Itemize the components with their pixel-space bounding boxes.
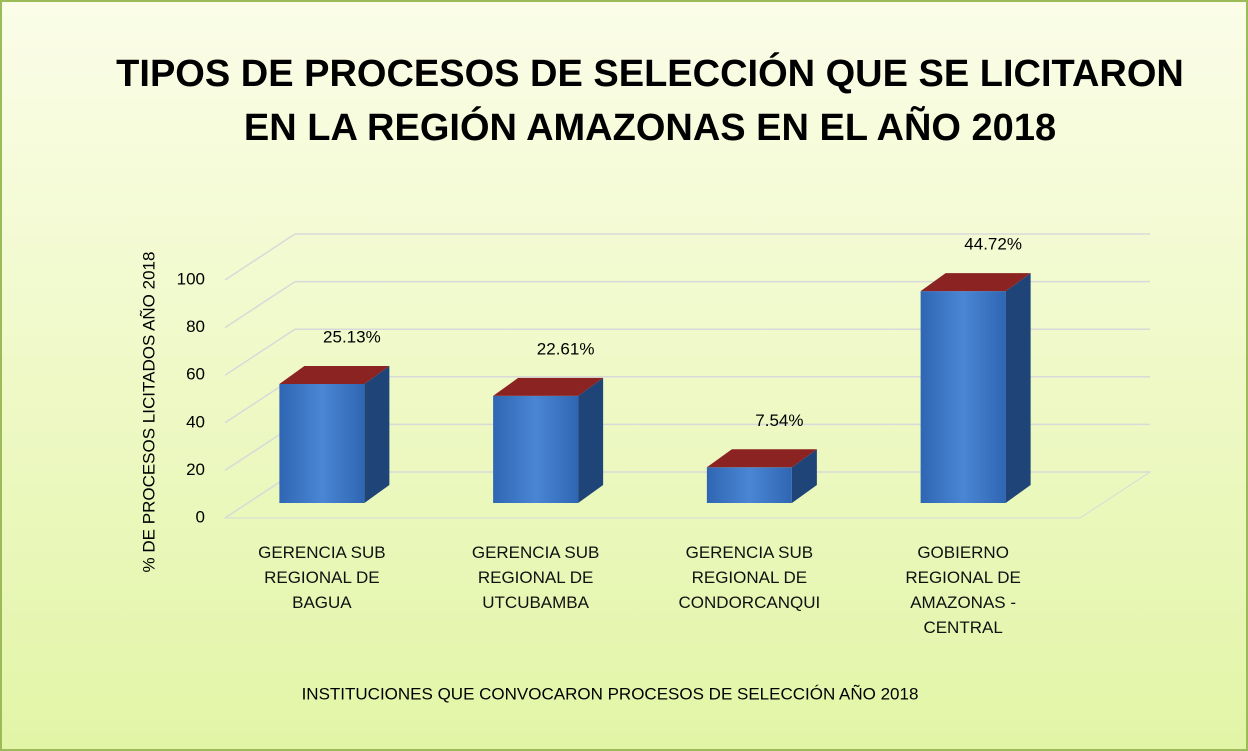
x-tick-label: GOBIERNO REGIONAL DE AMAZONAS - CENTRAL: [905, 543, 1021, 637]
bar-side: [578, 377, 604, 503]
x-tick-label: GERENCIA SUB REGIONAL DE CONDORCANQUI: [678, 543, 821, 612]
bar-front: [706, 467, 792, 503]
bar-side: [1005, 273, 1031, 503]
y-tick-label: 0: [196, 507, 205, 526]
y-tick-label: 40: [186, 412, 205, 431]
grid-line: [224, 233, 1150, 281]
bar-front: [279, 384, 365, 503]
bar-front: [493, 395, 579, 503]
y-axis-title: % DE PROCESOS LICITADOS AÑO 2018: [139, 252, 158, 573]
y-tick-label: 20: [186, 460, 205, 479]
y-tick-label: 60: [186, 365, 205, 384]
data-label: 22.61%: [537, 339, 595, 358]
y-tick-label: 100: [177, 269, 205, 288]
bar-top: [279, 366, 390, 384]
bar-front: [920, 291, 1006, 503]
bar: [706, 449, 817, 503]
bar: [493, 377, 604, 503]
data-label: 25.13%: [323, 327, 381, 346]
grid-line: [224, 328, 1150, 376]
data-label: 44.72%: [964, 235, 1022, 254]
bar-side: [791, 449, 817, 503]
x-tick-label: GERENCIA SUB REGIONAL DE UTCUBAMBA: [471, 543, 600, 612]
bar: [920, 273, 1031, 503]
data-label: 7.54%: [755, 411, 803, 430]
bar-top: [920, 273, 1031, 292]
grid-line: [224, 280, 1150, 329]
x-axis-title: INSTITUCIONES QUE CONVOCARON PROCESOS DE…: [302, 684, 919, 703]
bar: [279, 366, 390, 503]
chart-title: TIPOS DE PROCESOS DE SELECCIÓN QUE SE LI…: [116, 51, 1184, 95]
y-tick-label: 80: [186, 317, 205, 336]
bar-top: [493, 377, 604, 396]
chart-title: EN LA REGIÓN AMAZONAS EN EL AÑO 2018: [244, 105, 1056, 149]
x-tick-label: GERENCIA SUB REGIONAL DE BAGUA: [258, 543, 386, 612]
bar-top: [706, 449, 817, 468]
bar-side: [364, 366, 390, 503]
